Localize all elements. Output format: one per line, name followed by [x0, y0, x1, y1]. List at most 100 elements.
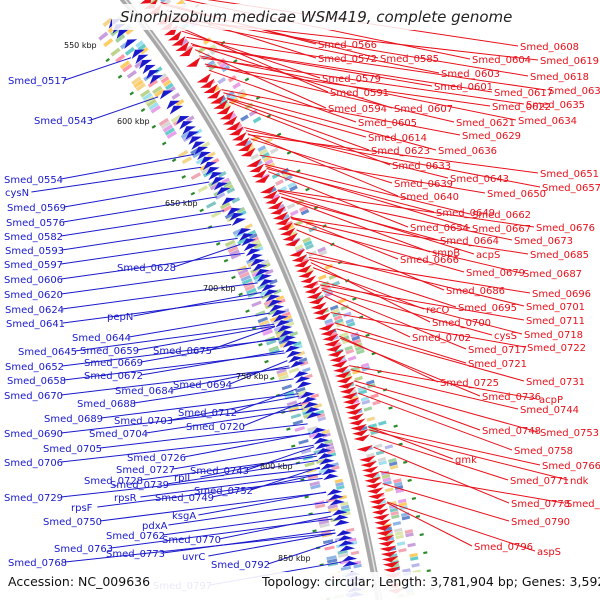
- gene-label-right[interactable]: Smed_0711: [526, 316, 585, 327]
- gene-label-right[interactable]: Smed_0725: [440, 378, 499, 389]
- gene-label-left[interactable]: rplI: [174, 473, 190, 484]
- gene-label-right[interactable]: Smed_0662: [472, 210, 531, 221]
- gene-label-left[interactable]: Smed_0706: [4, 458, 63, 469]
- gene-label-right[interactable]: Smed_0701: [526, 302, 585, 313]
- gene-label-right[interactable]: Smed_0636: [438, 146, 497, 157]
- gene-label-left[interactable]: Smed_0763: [54, 544, 113, 555]
- gene-label-right[interactable]: Smed_0753: [540, 428, 599, 439]
- gene-label-right[interactable]: Smed_0572: [318, 54, 377, 65]
- gene-label-left[interactable]: Smed_0704: [89, 429, 148, 440]
- gene-label-right[interactable]: Smed_0640: [400, 192, 459, 203]
- gene-label-right[interactable]: Smed_0748: [482, 426, 541, 437]
- gene-label-left[interactable]: Smed_0705: [43, 444, 102, 455]
- gene-label-right[interactable]: aspS: [537, 547, 561, 558]
- gene-label-right[interactable]: Smed_0667: [472, 224, 531, 235]
- gene-label-right[interactable]: Smed_0591: [330, 88, 389, 99]
- gene-label-left[interactable]: Smed_0750: [43, 517, 102, 528]
- gene-label-right[interactable]: Smed_0673: [514, 236, 573, 247]
- gene-label-right[interactable]: Smed_0603: [441, 69, 500, 80]
- gene-label-right[interactable]: Smed_0633: [392, 161, 451, 172]
- gene-label-left[interactable]: rpsF: [71, 503, 93, 514]
- gene-label-left[interactable]: Smed_0773: [106, 549, 165, 560]
- gene-label-left[interactable]: Smed_0576: [6, 218, 65, 229]
- gene-label-left[interactable]: Smed_0569: [7, 203, 66, 214]
- gene-label-left[interactable]: Smed_0726: [127, 453, 186, 464]
- gene-label-right[interactable]: Smed_0601: [434, 82, 493, 93]
- gene-label-right[interactable]: Smed_0566: [318, 40, 377, 51]
- gene-label-right[interactable]: Smed_0744: [520, 405, 579, 416]
- gene-label-left[interactable]: Smed_0628: [117, 263, 176, 274]
- gene-label-left[interactable]: Smed_0688: [77, 399, 136, 410]
- gene-label-right[interactable]: Smed_0639: [394, 179, 453, 190]
- gene-label-left[interactable]: Smed_0659: [80, 346, 139, 357]
- gene-label-left[interactable]: Smed_0645: [18, 347, 77, 358]
- gene-label-right[interactable]: gmk: [455, 455, 477, 466]
- gene-label-left[interactable]: Smed_0792: [211, 560, 270, 571]
- gene-label-left[interactable]: Smed_0728: [84, 476, 143, 487]
- gene-label-right[interactable]: Smed_0617: [494, 88, 553, 99]
- gene-label-left[interactable]: Smed_0729: [4, 493, 63, 504]
- gene-label-left[interactable]: cysN: [5, 188, 29, 199]
- gene-label-right[interactable]: Smed_0635: [526, 100, 585, 111]
- gene-label-right[interactable]: Smed_0622: [492, 102, 551, 113]
- gene-label-right[interactable]: Smed_0649: [436, 208, 495, 219]
- gene-label-right[interactable]: Smed_0605: [358, 118, 417, 129]
- gene-label-right[interactable]: Smed_0758: [514, 446, 573, 457]
- gene-label-left[interactable]: Smed_0582: [4, 232, 63, 243]
- gene-label-right[interactable]: Smed_0687: [523, 269, 582, 280]
- gene-label-left[interactable]: Smed_0620: [4, 290, 63, 301]
- gene-label-right[interactable]: Smed_0634: [518, 116, 577, 127]
- gene-label-right[interactable]: smpB: [432, 248, 460, 259]
- gene-label-right[interactable]: Smed_0679: [466, 268, 525, 279]
- gene-label-right[interactable]: Smed_0623: [371, 146, 430, 157]
- gene-label-right[interactable]: Smed_0651: [540, 169, 599, 180]
- gene-label-right[interactable]: Smed_0700: [432, 318, 491, 329]
- gene-label-left[interactable]: Smed_0606: [4, 275, 63, 286]
- gene-label-right[interactable]: Smed_0664: [440, 236, 499, 247]
- gene-label-left[interactable]: Smed_0768: [8, 558, 67, 569]
- gene-label-left[interactable]: Smed_0694: [173, 380, 232, 391]
- gene-label-left[interactable]: Smed_0720: [186, 422, 245, 433]
- gene-label-right[interactable]: Smed_0654: [410, 223, 469, 234]
- gene-label-right[interactable]: Smed_0790: [511, 517, 570, 528]
- gene-label-right[interactable]: cysS: [494, 331, 517, 342]
- gene-label-right[interactable]: Smed_0579: [322, 74, 381, 85]
- gene-label-right[interactable]: Smed_0695: [458, 303, 517, 314]
- gene-label-left[interactable]: Smed_0543: [34, 116, 93, 127]
- gene-label-right[interactable]: Smed_0721: [468, 359, 527, 370]
- gene-label-left[interactable]: ksgA: [172, 511, 196, 522]
- gene-label-right[interactable]: Smed_0717: [468, 345, 527, 356]
- gene-label-right[interactable]: Smed_0650: [487, 189, 546, 200]
- gene-label-right[interactable]: acpP: [539, 395, 563, 406]
- gene-label-right[interactable]: Smed_0657: [542, 183, 600, 194]
- gene-label-right[interactable]: Smed_0608: [520, 42, 579, 53]
- gene-label-left[interactable]: Smed_0593: [5, 246, 64, 257]
- gene-label-right[interactable]: Smed_0722: [527, 343, 586, 354]
- gene-label-left[interactable]: Smed_0684: [115, 386, 174, 397]
- gene-label-left[interactable]: rpsR: [114, 493, 137, 504]
- gene-label-left[interactable]: Smed_0675: [153, 346, 212, 357]
- gene-label-right[interactable]: acpS: [476, 250, 500, 261]
- gene-label-right[interactable]: Smed_0630: [548, 86, 600, 97]
- gene-label-left[interactable]: uvrC: [182, 552, 205, 563]
- gene-label-right[interactable]: Smed_0629: [462, 131, 521, 142]
- gene-label-left[interactable]: Smed_0762: [106, 531, 165, 542]
- gene-label-left[interactable]: Smed_0669: [84, 358, 143, 369]
- gene-label-right[interactable]: Smed_0686: [446, 286, 505, 297]
- gene-label-right[interactable]: Smed_0731: [526, 377, 585, 388]
- gene-label-left[interactable]: pepN: [107, 312, 133, 323]
- gene-label-right[interactable]: Smed_0718: [524, 330, 583, 341]
- gene-label-right[interactable]: Smed_0696: [532, 289, 591, 300]
- gene-label-right[interactable]: Smed_0771: [510, 476, 569, 487]
- gene-label-right[interactable]: Smed_0594: [328, 104, 387, 115]
- gene-label-left[interactable]: Smed_0727: [116, 465, 175, 476]
- gene-label-left[interactable]: Smed_0749: [155, 493, 214, 504]
- gene-label-right[interactable]: Smed_0784: [566, 499, 600, 510]
- gene-label-left[interactable]: Smed_0712: [178, 408, 237, 419]
- gene-label-left[interactable]: Smed_0743: [190, 466, 249, 477]
- gene-label-right[interactable]: Smed_0685: [530, 250, 589, 261]
- gene-label-right[interactable]: Smed_0736: [482, 392, 541, 403]
- gene-label-right[interactable]: Smed_0666: [400, 255, 459, 266]
- gene-label-right[interactable]: Smed_0614: [368, 133, 427, 144]
- gene-label-right[interactable]: Smed_0621: [456, 118, 515, 129]
